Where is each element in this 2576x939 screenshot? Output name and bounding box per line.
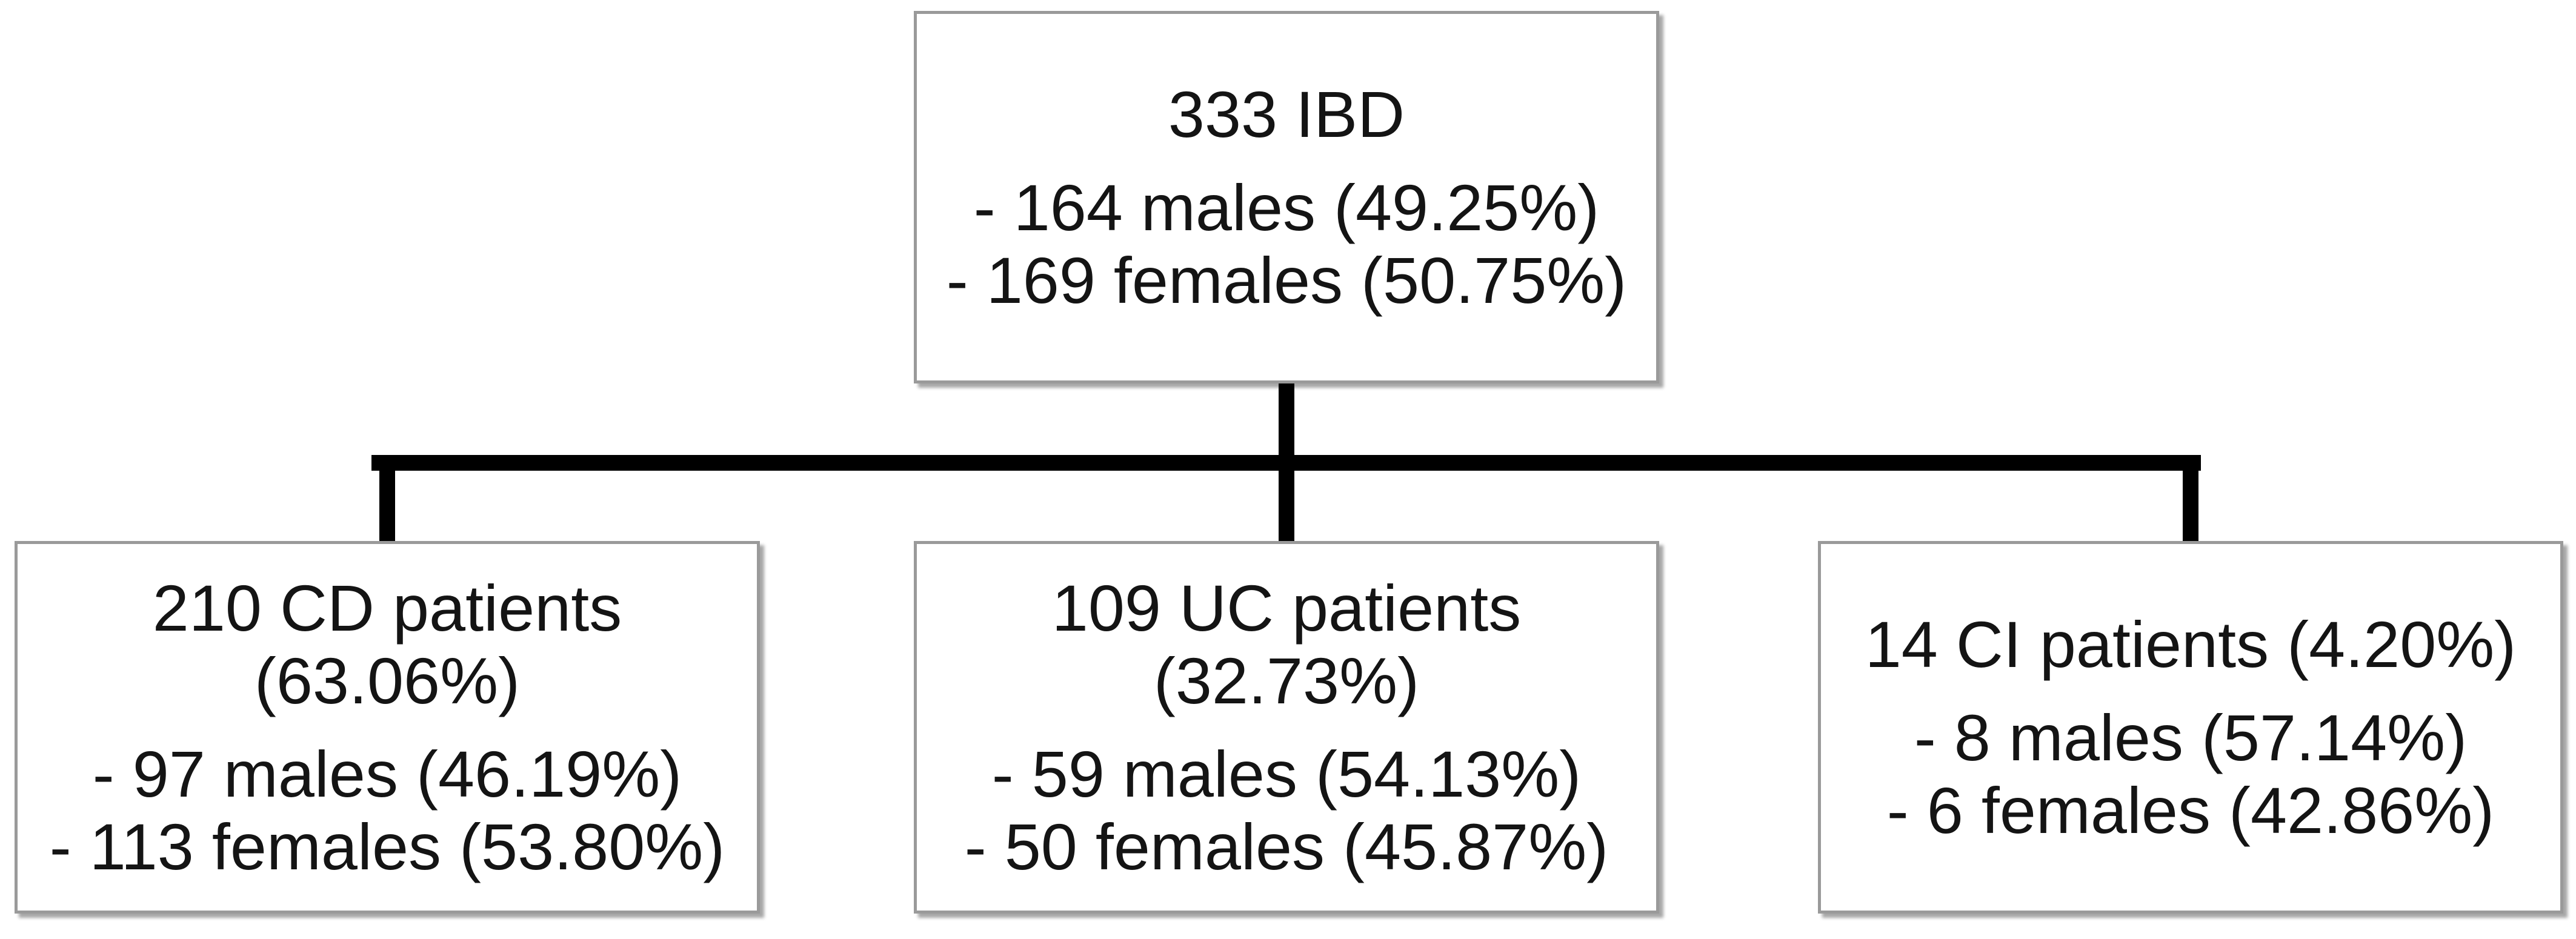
ci-males: - 8 males (57.14%) [1914,700,2468,774]
uc-percentage: (32.73%) [1153,643,1420,717]
ibd-males: - 164 males (49.25%) [973,170,1600,244]
uc-males: - 59 males (54.13%) [991,737,1582,811]
ci-patients-box: 14 CI patients (4.20%) - 8 males (57.14%… [1818,541,2563,914]
cd-percentage: (63.06%) [254,643,521,717]
ibd-total-title: 333 IBD [1168,77,1405,151]
cd-males: - 97 males (46.19%) [92,737,682,811]
uc-title: 109 UC patients [1051,571,1522,645]
ci-title: 14 CI patients (4.20%) [1865,607,2517,681]
ci-females: - 6 females (42.86%) [1886,773,2495,847]
uc-patients-box: 109 UC patients (32.73%) - 59 males (54.… [914,541,1659,914]
cd-patients-box: 210 CD patients (63.06%) - 97 males (46.… [15,541,760,914]
cd-females: - 113 females (53.80%) [49,809,725,883]
uc-females: - 50 females (45.87%) [964,809,1609,883]
ibd-females: - 169 females (50.75%) [946,243,1627,317]
ibd-total-box: 333 IBD - 164 males (49.25%) - 169 femal… [914,11,1659,383]
cd-title: 210 CD patients [152,571,622,645]
